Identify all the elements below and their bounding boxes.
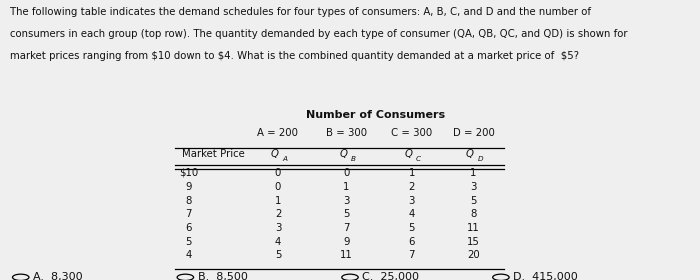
Text: 5: 5 [343, 209, 350, 220]
Text: 3: 3 [409, 196, 415, 206]
Text: B = 300: B = 300 [326, 128, 367, 138]
Text: 1: 1 [409, 167, 415, 178]
Text: 1: 1 [275, 196, 281, 206]
Text: 9: 9 [186, 182, 192, 192]
Text: D.  415,000: D. 415,000 [513, 272, 578, 280]
Text: 15: 15 [467, 237, 480, 247]
Text: Q: Q [405, 149, 412, 159]
Text: 6: 6 [409, 237, 415, 247]
Text: $10: $10 [179, 167, 198, 178]
Text: 7: 7 [409, 251, 415, 260]
Text: Q: Q [466, 149, 474, 159]
Text: 5: 5 [274, 251, 281, 260]
Text: Q: Q [270, 149, 279, 159]
Text: 3: 3 [344, 196, 350, 206]
Text: 20: 20 [467, 251, 480, 260]
Text: B.  8,500: B. 8,500 [197, 272, 248, 280]
Text: 11: 11 [467, 223, 480, 233]
Text: 3: 3 [275, 223, 281, 233]
Text: 6: 6 [186, 223, 192, 233]
Text: D = 200: D = 200 [452, 128, 494, 138]
Text: 5: 5 [186, 237, 192, 247]
Text: 1: 1 [344, 182, 350, 192]
Text: 0: 0 [344, 167, 350, 178]
Text: 4: 4 [275, 237, 281, 247]
Text: 9: 9 [343, 237, 350, 247]
Text: 7: 7 [186, 209, 192, 220]
Text: Market Price: Market Price [182, 149, 245, 159]
Text: 8: 8 [186, 196, 192, 206]
Text: C: C [416, 156, 421, 162]
Text: C.  25,000: C. 25,000 [363, 272, 419, 280]
Text: 0: 0 [275, 182, 281, 192]
Text: Q: Q [339, 149, 347, 159]
Text: 5: 5 [470, 196, 477, 206]
Text: 7: 7 [343, 223, 350, 233]
Text: A = 200: A = 200 [258, 128, 298, 138]
Text: A: A [282, 156, 287, 162]
Text: A.  8,300: A. 8,300 [33, 272, 83, 280]
Text: B: B [351, 156, 356, 162]
Text: C = 300: C = 300 [391, 128, 433, 138]
Text: 4: 4 [409, 209, 415, 220]
Text: D: D [477, 156, 483, 162]
Text: 5: 5 [409, 223, 415, 233]
Text: 2: 2 [275, 209, 281, 220]
Text: 3: 3 [470, 182, 477, 192]
Text: 2: 2 [409, 182, 415, 192]
Text: Number of Consumers: Number of Consumers [306, 110, 445, 120]
Text: market prices ranging from $10 down to $4. What is the combined quantity demande: market prices ranging from $10 down to $… [10, 52, 580, 62]
Text: 0: 0 [275, 167, 281, 178]
Text: consumers in each group (top row). The quantity demanded by each type of consume: consumers in each group (top row). The q… [10, 29, 628, 39]
Text: 4: 4 [186, 251, 192, 260]
Text: 8: 8 [470, 209, 477, 220]
Text: 11: 11 [340, 251, 353, 260]
Text: The following table indicates the demand schedules for four types of consumers: : The following table indicates the demand… [10, 7, 592, 17]
Text: 1: 1 [470, 167, 477, 178]
